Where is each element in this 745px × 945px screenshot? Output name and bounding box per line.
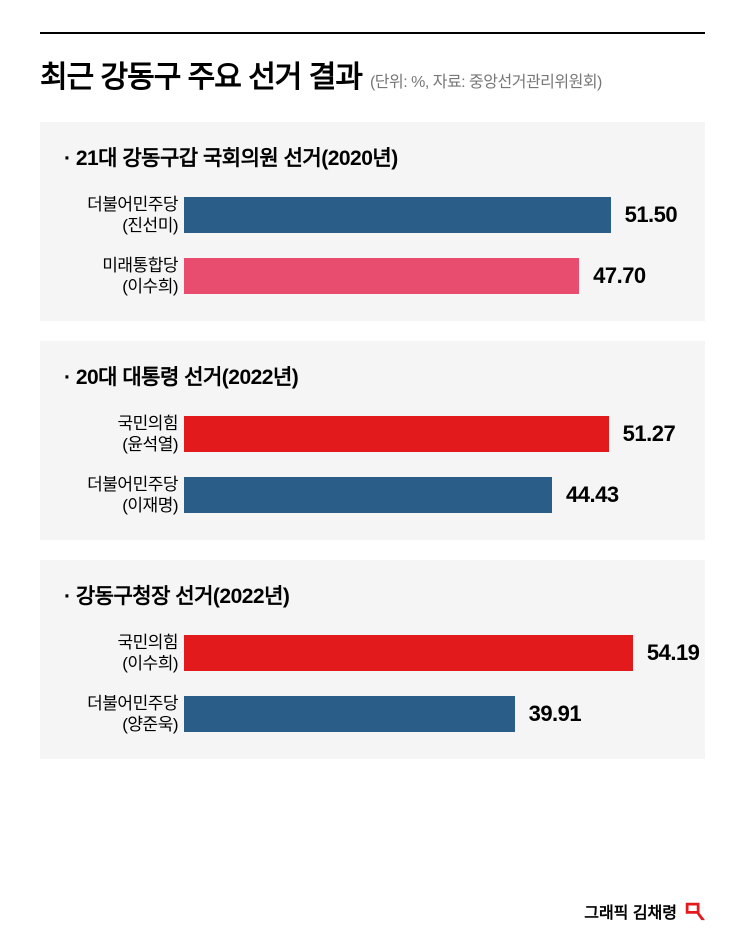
bar-value: 54.19: [647, 640, 700, 666]
bar-value: 39.91: [529, 701, 582, 727]
candidate-name: (이수희): [64, 653, 178, 674]
bar-value: 47.70: [593, 263, 646, 289]
election-section: · 20대 대통령 선거(2022년)국민의힘(윤석열)51.27더불어민주당(…: [40, 341, 705, 540]
party-label: 더불어민주당(양준욱): [64, 693, 184, 736]
bar-value: 51.27: [623, 421, 676, 447]
party-label: 더불어민주당(진선미): [64, 194, 184, 237]
party-name: 국민의힘: [64, 413, 178, 434]
bar-fill: [184, 696, 515, 732]
bar-fill: [184, 416, 609, 452]
page-title: 최근 강동구 주요 선거 결과: [40, 52, 362, 96]
bar-row: 국민의힘(이수희)54.19: [64, 632, 681, 675]
bar-value: 44.43: [566, 482, 619, 508]
party-label: 미래통합당(이수희): [64, 255, 184, 298]
party-label: 국민의힘(이수희): [64, 632, 184, 675]
bar-fill: [184, 635, 633, 671]
election-section: · 강동구청장 선거(2022년)국민의힘(이수희)54.19더불어민주당(양준…: [40, 560, 705, 759]
party-label: 국민의힘(윤석열): [64, 413, 184, 456]
bar-row: 더불어민주당(양준욱) 39.91: [64, 693, 681, 736]
party-name: 미래통합당: [64, 255, 178, 276]
sections-container: · 21대 강동구갑 국회의원 선거(2020년)더불어민주당(진선미)51.5…: [40, 122, 705, 759]
section-title: · 21대 강동구갑 국회의원 선거(2020년): [64, 142, 681, 172]
party-name: 국민의힘: [64, 632, 178, 653]
credit-logo-icon: [683, 900, 705, 922]
credit-line: 그래픽 김채령: [584, 899, 705, 923]
bar-fill: [184, 197, 611, 233]
party-label: 더불어민주당(이재명): [64, 474, 184, 517]
candidate-name: (이재명): [64, 495, 178, 516]
bar-row: 국민의힘(윤석열) 51.27: [64, 413, 681, 456]
candidate-name: (진선미): [64, 215, 178, 236]
bar-track: 47.70: [184, 258, 681, 294]
section-title: · 강동구청장 선거(2022년): [64, 580, 681, 610]
bar-track: 54.19: [184, 635, 681, 671]
bar-track: 51.50: [184, 197, 681, 233]
section-title: · 20대 대통령 선거(2022년): [64, 361, 681, 391]
party-name: 더불어민주당: [64, 474, 178, 495]
credit-text: 그래픽 김채령: [584, 899, 677, 923]
bar-row: 더불어민주당(이재명) 44.43: [64, 474, 681, 517]
bar-fill: [184, 477, 552, 513]
party-name: 더불어민주당: [64, 693, 178, 714]
bar-track: 44.43: [184, 477, 681, 513]
bar-fill: [184, 258, 579, 294]
party-name: 더불어민주당: [64, 194, 178, 215]
election-section: · 21대 강동구갑 국회의원 선거(2020년) 더불어민주당(진선미) 51.5…: [40, 122, 705, 321]
bar-row: 미래통합당(이수희) 47.70: [64, 255, 681, 298]
bar-track: 51.27: [184, 416, 681, 452]
bar-track: 39.91: [184, 696, 681, 732]
top-rule: [40, 32, 705, 34]
candidate-name: (이수희): [64, 276, 178, 297]
bar-row: 더불어민주당(진선미) 51.50: [64, 194, 681, 237]
candidate-name: (윤석열): [64, 434, 178, 455]
header: 최근 강동구 주요 선거 결과 (단위: %, 자료: 중앙선거관리위원회): [40, 52, 705, 96]
candidate-name: (양준욱): [64, 714, 178, 735]
bar-value: 51.50: [625, 202, 678, 228]
unit-source: (단위: %, 자료: 중앙선거관리위원회): [370, 68, 602, 92]
